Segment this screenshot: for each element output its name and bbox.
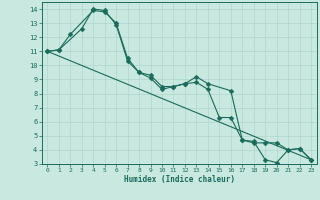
X-axis label: Humidex (Indice chaleur): Humidex (Indice chaleur) <box>124 175 235 184</box>
